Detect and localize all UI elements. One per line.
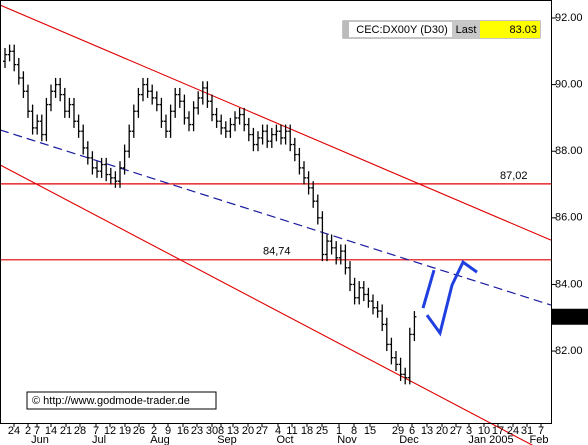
x-tick-label: 16 (177, 425, 189, 437)
horizontal-line-label: 87,02 (500, 170, 528, 182)
x-tick-label: 10 (478, 425, 490, 437)
y-tick-label: 88.00 (555, 145, 583, 157)
y-tick-label: 82.00 (555, 345, 583, 357)
x-tick-label: 11 (286, 425, 297, 437)
x-tick-label: 31 (521, 425, 533, 437)
x-tick-label: 24 (8, 425, 20, 437)
x-tick-label: 14 (45, 425, 57, 437)
x-tick-label: 20 (242, 425, 254, 437)
x-tick-label: 19 (119, 425, 131, 437)
x-tick-label: 6 (409, 425, 415, 437)
x-tick-label: 28 (74, 425, 86, 437)
source-frame (26, 391, 217, 410)
x-tick-label: 29 (392, 425, 404, 437)
x-tick-label: 27 (450, 425, 462, 437)
x-tick-label: 8 (351, 425, 357, 437)
x-tick-label: 12 (104, 425, 116, 437)
symbol: CEC:DX00Y (D30) (356, 24, 448, 36)
month-label: Sep (217, 434, 237, 445)
x-tick-label: 9 (165, 425, 171, 437)
last-value-bg (480, 21, 540, 38)
symbol-box-marker (343, 21, 349, 38)
x-tick-label: 13 (227, 425, 239, 437)
source-box: © http://www.godmode-trader.de (26, 391, 217, 410)
x-tick-label: 23 (191, 425, 203, 437)
projection-path (421, 269, 436, 309)
x-tick-label: 21 (60, 425, 72, 437)
x-tick-label: 15 (364, 425, 376, 437)
y-tick-label: 86.00 (555, 212, 583, 224)
last-label: Last (456, 24, 477, 36)
x-tick-label: 26 (133, 425, 145, 437)
x-tick-label: 8 (218, 425, 224, 437)
x-tick-label: 7 (538, 425, 544, 437)
plot-area: 87,02 84,74 (0, 4, 552, 445)
month-label: Feb (530, 434, 549, 445)
horizontal-line-label: 84,74 (263, 246, 291, 258)
x-tick-label: 27 (256, 425, 268, 437)
last-label-bg (452, 21, 480, 38)
last-value: 83.03 (509, 24, 537, 36)
plot-frame (0, 0, 552, 424)
month-label: Jun (31, 434, 49, 445)
y-tick-label: 84.00 (555, 278, 583, 290)
symbol-box: CEC:DX00Y (D30) Last 83.03 (342, 20, 541, 39)
source: © http://www.godmode-trader.de (32, 395, 190, 407)
trend-line (0, 129, 552, 306)
x-tick-label: 18 (301, 425, 313, 437)
month-label: Nov (337, 434, 357, 445)
last-tag-bg (552, 308, 588, 325)
month-label: Dec (399, 434, 419, 445)
projection-path (425, 259, 478, 337)
month-label: Jan 2005 (468, 434, 513, 445)
x-tick-label: 7 (93, 425, 99, 437)
last-tag: 83.03 (554, 311, 582, 323)
channel-line (0, 4, 552, 241)
month-label: Jul (92, 434, 106, 445)
x-tick-label: 2 (151, 425, 157, 437)
y-tick-label: 92.00 (555, 12, 583, 24)
x-tick-label: 3 (466, 425, 472, 437)
x-tick-label: 30 (206, 425, 218, 437)
x-tick-label: 4 (275, 425, 281, 437)
x-tick-label: 17 (492, 425, 504, 437)
x-tick-label: 25 (316, 425, 328, 437)
y-tick-label: 90.00 (555, 79, 583, 91)
x-tick-label: 2 (25, 425, 31, 437)
channel-line (0, 164, 534, 445)
x-tick-label: 1 (336, 425, 342, 437)
x-tick-label: 24 (507, 425, 519, 437)
x-tick-label: 20 (436, 425, 448, 437)
month-label: Oct (276, 434, 293, 445)
x-tick-label: 7 (34, 425, 40, 437)
month-label: Aug (150, 434, 170, 445)
x-tick-label: 13 (421, 425, 433, 437)
